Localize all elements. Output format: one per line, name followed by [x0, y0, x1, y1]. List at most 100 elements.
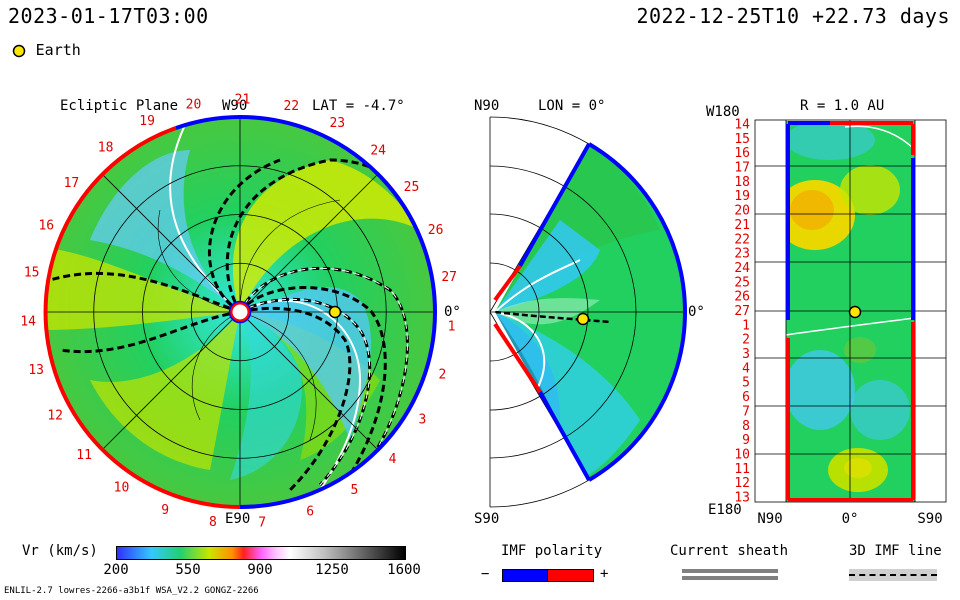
sphere-y-tick-label: 22 [734, 232, 750, 247]
rotation-tick-label: 21 [235, 93, 251, 108]
rotation-tick-label: 7 [258, 515, 266, 530]
ecliptic-rim-positive [43, 126, 241, 509]
rotation-tick-label: 27 [441, 270, 457, 285]
left-datetime: 2023-01-17T03:00 [8, 4, 209, 28]
rotation-tick-label: 12 [47, 408, 63, 423]
ecliptic-rim-negative [239, 115, 437, 509]
right-datetime: 2022-12-25T10 +22.73 days [636, 4, 950, 28]
sphere-map-panel: W180 R = 1.0 AU E180 1415161718192021222… [706, 98, 947, 527]
earth-marker-meridional [576, 312, 590, 326]
sphere-y-ticks: 1415161718192021222324252627123456789101… [734, 118, 750, 506]
earth-legend: Earth [12, 40, 81, 59]
colorbar-label: Vr (km/s) [22, 543, 98, 559]
sphere-y-tick-label: 3 [742, 347, 750, 362]
sphere-title: R = 1.0 AU [800, 98, 884, 114]
rotation-tick-label: 26 [428, 223, 444, 238]
rotation-tick-label: 10 [114, 480, 130, 495]
sphere-y-tick-label: 11 [734, 462, 750, 477]
rotation-tick-label: 3 [418, 413, 426, 428]
colorbar-tick-label: 550 [175, 562, 201, 578]
sphere-y-tick-label: 15 [734, 132, 750, 147]
meridional-top-label: N90 [474, 98, 499, 114]
sphere-y-tick-label: 9 [742, 433, 750, 448]
sphere-bottom-left-label: E180 [708, 502, 742, 518]
meridional-plane-panel: N90 LON = 0° S90 0° [474, 98, 705, 527]
sphere-x-tick-label: N90 [757, 511, 782, 527]
sphere-y-tick-label: 18 [734, 175, 750, 190]
plots-canvas: Ecliptic Plane W90 LAT = -4.7° E90 0° 19… [20, 93, 947, 531]
sphere-y-tick-label: 21 [734, 218, 750, 233]
imf-polarity-title: IMF polarity [501, 543, 603, 559]
colorbar-tick-label: 1600 [387, 562, 421, 578]
meridional-bottom-label: S90 [474, 511, 499, 527]
rotation-tick-label: 23 [329, 116, 345, 131]
sphere-y-tick-label: 14 [734, 118, 750, 133]
colorbar [116, 546, 406, 560]
ecliptic-right-label: 0° [444, 304, 461, 320]
rotation-tick-label: 13 [28, 363, 44, 378]
sphere-y-tick-label: 4 [742, 361, 750, 376]
sphere-y-tick-label: 6 [742, 390, 750, 405]
colorbar-tick-label: 200 [103, 562, 129, 578]
sun-marker [229, 301, 251, 323]
sphere-y-tick-label: 27 [734, 304, 750, 319]
rotation-tick-label: 8 [209, 515, 217, 530]
sphere-y-tick-label: 2 [742, 333, 750, 348]
colorbar-tick-label: 1250 [315, 562, 349, 578]
sphere-y-tick-label: 23 [734, 247, 750, 262]
sphere-y-tick-label: 24 [734, 261, 750, 276]
rotation-tick-label: 17 [64, 176, 80, 191]
ecliptic-plane-panel: Ecliptic Plane W90 LAT = -4.7° E90 0° 19… [20, 93, 460, 531]
ecliptic-subtitle: LAT = -4.7° [312, 98, 405, 114]
sphere-y-tick-label: 17 [734, 161, 750, 176]
colorbar-tick-label: 900 [247, 562, 273, 578]
rotation-tick-label: 15 [24, 265, 40, 280]
sphere-y-tick-label: 16 [734, 146, 750, 161]
sphere-x-tick-label: 0° [842, 511, 859, 527]
current-sheath-swatch-bottom [682, 576, 778, 580]
earth-marker-ecliptic [328, 305, 342, 319]
imf-negative-swatch [502, 569, 549, 582]
sphere-x-tick-label: S90 [917, 511, 942, 527]
rotation-tick-label: 16 [38, 218, 54, 233]
rotation-tick-label: 2 [438, 368, 446, 383]
rotation-tick-label: 19 [139, 114, 155, 129]
sphere-y-tick-label: 12 [734, 476, 750, 491]
sphere-y-tick-label: 1 [742, 318, 750, 333]
sphere-top-left-label: W180 [706, 104, 740, 120]
rotation-tick-label: 18 [98, 141, 114, 156]
sphere-y-tick-label: 8 [742, 419, 750, 434]
ecliptic-bottom-label: E90 [225, 511, 250, 527]
current-sheath-title: Current sheath [670, 543, 789, 559]
rotation-tick-label: 11 [76, 448, 92, 463]
sphere-y-tick-label: 5 [742, 376, 750, 391]
rotation-tick-label: 9 [161, 503, 169, 518]
imf-line-title: 3D IMF line [849, 543, 942, 559]
imf-positive-swatch [547, 569, 594, 582]
ecliptic-title: Ecliptic Plane [60, 98, 178, 114]
rotation-tick-label: 25 [404, 180, 420, 195]
current-sheath-swatch-top [682, 569, 778, 573]
rotation-tick-label: 14 [20, 314, 36, 329]
sphere-y-tick-label: 19 [734, 189, 750, 204]
meridional-right-label: 0° [688, 304, 705, 320]
meridional-title: LON = 0° [538, 98, 605, 114]
earth-marker-icon [12, 44, 26, 57]
earth-marker-sphere [848, 305, 862, 319]
rotation-tick-label: 1 [448, 319, 456, 334]
sphere-y-tick-label: 10 [734, 448, 750, 463]
rotation-tick-label: 22 [283, 99, 299, 114]
sphere-y-tick-label: 25 [734, 275, 750, 290]
imf-minus-label: − [481, 566, 490, 582]
sphere-y-tick-label: 13 [734, 491, 750, 506]
rotation-tick-label: 24 [370, 144, 386, 159]
imf-line-swatch [849, 574, 937, 576]
earth-legend-label: Earth [35, 41, 81, 59]
sphere-x-ticks: N90 0° S90 [757, 511, 942, 527]
sphere-y-tick-label: 7 [742, 404, 750, 419]
rotation-tick-label: 4 [389, 452, 397, 467]
rotation-tick-label: 5 [350, 483, 358, 498]
rotation-tick-label: 20 [186, 98, 202, 113]
sphere-y-tick-label: 26 [734, 290, 750, 305]
